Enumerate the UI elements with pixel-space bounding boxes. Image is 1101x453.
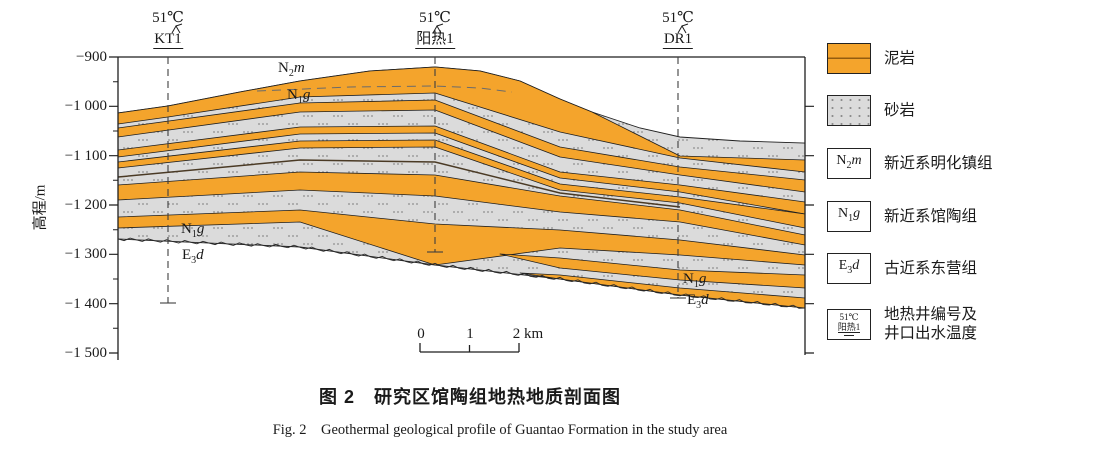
well-symbol-temp: 51℃ bbox=[839, 312, 859, 322]
well-temperature: 51℃ bbox=[662, 10, 694, 26]
y-tick-label: −1 200 bbox=[64, 197, 107, 213]
y-tick-label: −1 300 bbox=[64, 246, 107, 262]
n2m-n1g-boundary-dashed bbox=[256, 85, 513, 93]
legend-item-mudstone: 泥岩 bbox=[827, 43, 915, 74]
well-temperature: 51℃ bbox=[419, 10, 451, 26]
scale-bar bbox=[419, 343, 520, 353]
y-tick-label: −1 500 bbox=[64, 345, 107, 361]
legend-label: 泥岩 bbox=[884, 50, 916, 67]
formation-label-e3d: E3d bbox=[687, 292, 709, 311]
scale-label: 2 km bbox=[512, 326, 544, 342]
unconformity-wavy-line bbox=[117, 237, 806, 309]
well-symbol-stub bbox=[844, 333, 854, 336]
n2m-code-swatch: N2m bbox=[827, 148, 871, 179]
y-tick-label: −1 100 bbox=[64, 148, 107, 164]
legend-item-well-symbol: 51℃ 阳热1 地热井编号及 井口出水温度 bbox=[827, 305, 977, 343]
scale-label: 0 bbox=[417, 326, 425, 342]
marker-bed-line bbox=[117, 159, 681, 208]
sandstone-swatch bbox=[827, 95, 871, 126]
legend-label: 新近系明化镇组 bbox=[884, 155, 993, 172]
well-symbol-swatch: 51℃ 阳热1 bbox=[827, 308, 871, 340]
well-name: DR1 bbox=[662, 31, 694, 49]
y-tick-label: −1 000 bbox=[64, 98, 107, 114]
caption-zh: 图 2 研究区馆陶组地热地质剖面图 bbox=[318, 387, 621, 407]
derrick-icon bbox=[171, 23, 689, 34]
y-tick-label: −1 400 bbox=[64, 296, 107, 312]
e3d-code-swatch: E3d bbox=[827, 253, 871, 284]
legend-item-e3d: E3d 古近系东营组 bbox=[827, 253, 977, 284]
legend-item-sandstone: 砂岩 bbox=[827, 95, 915, 126]
formation-label-n1g: N1g bbox=[683, 271, 707, 290]
caption-en: Fig. 2 Geothermal geological profile of … bbox=[272, 422, 728, 438]
mudstone-bands bbox=[117, 66, 806, 309]
formation-label-n1g: N1g bbox=[287, 87, 311, 106]
well-name: KT1 bbox=[153, 31, 183, 49]
well-name: 阳热1 bbox=[415, 31, 455, 49]
y-tick-label: −900 bbox=[76, 49, 107, 65]
legend-item-n2m: N2m 新近系明化镇组 bbox=[827, 148, 993, 179]
legend-label: 地热井编号及 井口出水温度 bbox=[884, 306, 978, 342]
well-symbol-name: 阳热1 bbox=[837, 322, 861, 333]
legend-label: 古近系东营组 bbox=[884, 260, 978, 277]
legend-label: 砂岩 bbox=[884, 102, 916, 119]
formation-label-e3d: E3d bbox=[182, 247, 204, 266]
scale-label: 1 bbox=[466, 326, 474, 342]
n1g-code-swatch: N1g bbox=[827, 201, 871, 232]
legend-label: 新近系馆陶组 bbox=[884, 208, 978, 225]
well-traces bbox=[160, 57, 686, 304]
axis-ticks bbox=[109, 56, 814, 354]
formation-label-n2m: N2m bbox=[278, 60, 305, 79]
well-temperature: 51℃ bbox=[152, 10, 184, 26]
legend-item-n1g: N1g 新近系馆陶组 bbox=[827, 201, 977, 232]
formation-label-n1g: N1g bbox=[181, 221, 205, 240]
mudstone-swatch bbox=[827, 43, 871, 74]
